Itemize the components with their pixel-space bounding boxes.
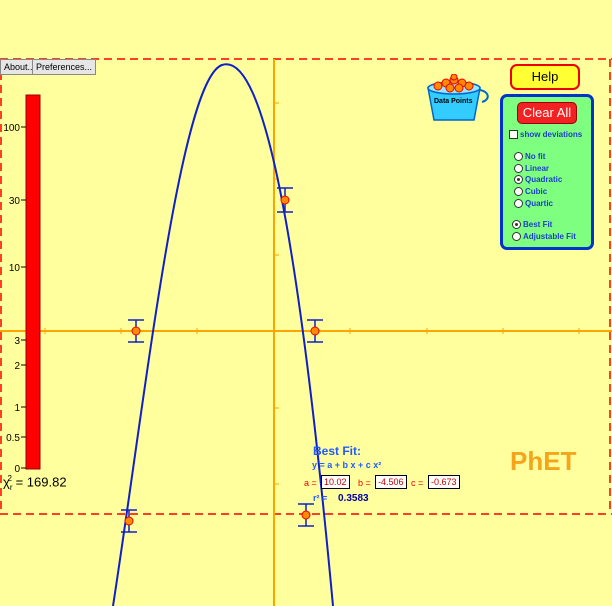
data-point[interactable]: [307, 319, 323, 343]
y-axis: [273, 59, 279, 606]
radio-best-fit[interactable]: Best Fit: [512, 220, 552, 229]
clear-all-button[interactable]: Clear All: [517, 102, 577, 124]
meter-tick-label: 3: [14, 336, 20, 347]
radio-button[interactable]: [512, 220, 521, 229]
show-deviations-label: show deviations: [520, 130, 583, 139]
radio-quartic[interactable]: Quartic: [514, 199, 553, 208]
radio-button[interactable]: [514, 152, 523, 161]
chi-squared-readout: χr2 = 169.82: [3, 474, 67, 492]
help-button[interactable]: Help: [510, 64, 580, 90]
radio-label: Quartic: [525, 199, 554, 208]
radio-button[interactable]: [514, 164, 523, 173]
preferences-button[interactable]: Preferences...: [32, 59, 97, 75]
meter-tick-label: 0: [14, 464, 20, 475]
fit-equation: y = a + b x + c x²: [312, 460, 382, 470]
coef-b-field: -4.506: [375, 475, 407, 489]
meter-tick-label: 100: [3, 123, 20, 134]
chi-squared-meter: [25, 94, 41, 470]
coef-c-field: -0.673: [428, 475, 460, 489]
data-point[interactable]: [277, 187, 293, 213]
bucket-label: Data Points: [434, 98, 473, 105]
x-axis: [0, 328, 612, 334]
coef-b-label: b =: [358, 478, 371, 488]
meter-tick-label: 30: [9, 196, 21, 207]
radio-cubic[interactable]: Cubic: [514, 187, 547, 196]
radio-quadratic[interactable]: Quadratic: [514, 175, 562, 184]
checkbox-box[interactable]: [509, 130, 518, 139]
radio-button[interactable]: [512, 232, 521, 241]
radio-no-fit[interactable]: No fit: [514, 152, 545, 161]
meter-tick-label: 2: [14, 361, 20, 372]
r-squared-value: 0.3583: [338, 493, 369, 504]
best-fit-title: Best Fit:: [313, 444, 361, 458]
r-squared-label: r² =: [313, 493, 328, 503]
radio-label: Best Fit: [523, 220, 553, 229]
radio-label: Quadratic: [525, 175, 563, 184]
meter-tick-label: 10: [9, 263, 21, 274]
radio-button[interactable]: [514, 199, 523, 208]
fit-curve: [112, 63, 334, 606]
meter-tick-label: 0.5: [6, 433, 20, 444]
radio-label: Adjustable Fit: [523, 232, 576, 241]
coef-c-label: c =: [411, 478, 424, 488]
radio-button[interactable]: [514, 175, 523, 184]
radio-button[interactable]: [514, 187, 523, 196]
phet-logo[interactable]: PhET: [510, 446, 577, 476]
radio-label: No fit: [525, 152, 546, 161]
show-deviations-checkbox[interactable]: show deviations: [509, 130, 582, 139]
chi-squared-value: = 169.82: [15, 474, 67, 490]
chi-symbol: χ: [3, 474, 10, 490]
coef-a-label: a =: [304, 478, 317, 488]
fit-control-panel: Clear All show deviations No fit Linear …: [500, 94, 594, 250]
coef-a-field: 10.02: [321, 475, 350, 489]
radio-label: Cubic: [525, 187, 548, 196]
radio-linear[interactable]: Linear: [514, 164, 549, 173]
data-point[interactable]: [121, 509, 137, 533]
radio-adjustable-fit[interactable]: Adjustable Fit: [512, 232, 576, 241]
data-point[interactable]: [128, 319, 144, 343]
data-points-bucket-icon[interactable]: [424, 74, 492, 124]
radio-label: Linear: [525, 164, 550, 173]
meter-tick-label: 1: [14, 403, 20, 414]
data-point[interactable]: [298, 503, 314, 527]
